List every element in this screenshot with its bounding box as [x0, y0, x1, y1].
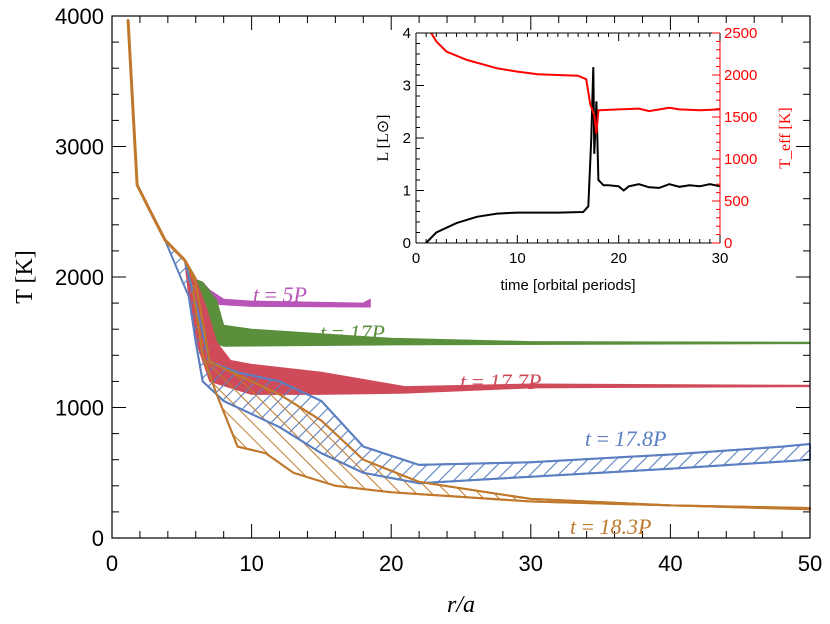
inset-background: [416, 33, 720, 243]
label-t17-8p: t = 17.8P: [585, 426, 667, 451]
inset-y-tick-label-right: 1000: [724, 151, 757, 168]
inset-x-tick-label: 20: [610, 250, 627, 267]
y-tick-label: 1000: [55, 396, 104, 421]
band-edge: [192, 289, 811, 511]
x-tick-label: 40: [658, 551, 682, 576]
y-tick-label: 4000: [55, 4, 104, 29]
inset-lines: [416, 33, 720, 243]
inset-y-label-left: L [L⊙]: [375, 114, 392, 161]
x-axis-label: r/a: [447, 592, 475, 618]
inset-y-tick-label-right: 0: [724, 235, 732, 252]
label-t18-3p: t = 18.3P: [570, 514, 652, 539]
inset-y-tick-label-right: 500: [724, 193, 749, 210]
inset-x-tick-label: 30: [712, 250, 729, 267]
inset-line-L: [416, 67, 720, 243]
y-tick-label: 3000: [55, 135, 104, 160]
inner-profile: [126, 19, 198, 281]
label-t17-7p: t = 17.7P: [460, 369, 542, 394]
x-tick-label: 10: [239, 551, 263, 576]
inset-y-tick-label: 1: [403, 183, 411, 200]
y-axis-label: T [K]: [12, 250, 38, 304]
x-tick-label: 20: [379, 551, 403, 576]
band-edge: [187, 296, 811, 485]
inset-y-tick-label: 2: [403, 130, 411, 147]
inset-x-tick-label: 10: [509, 250, 526, 267]
inset-y-tick-label: 3: [403, 78, 411, 95]
label-t5p: t = 5P: [253, 282, 307, 307]
band-edge: [194, 283, 811, 509]
inset-y-label-right: T_eff [K]: [777, 107, 794, 168]
inset-y-tick-label: 4: [403, 25, 411, 42]
inset-x-label: time [orbital periods]: [500, 277, 635, 294]
inset-line-Teff: [430, 33, 720, 134]
series-labels: t = 5P t = 17P t = 17.7P t = 17.8P t = 1…: [253, 282, 667, 539]
inset-y-tick-label-right: 1500: [724, 109, 757, 126]
inset-y-tick-label-right: 2500: [724, 25, 757, 42]
x-tick-label: 30: [519, 551, 543, 576]
band-t-5P: [127, 19, 371, 308]
x-tick-label: 50: [798, 551, 822, 576]
y-tick-label: 2000: [55, 265, 104, 290]
y-tick-label: 0: [92, 526, 104, 551]
label-t17p: t = 17P: [320, 320, 385, 345]
inset-x-tick-label: 0: [412, 250, 420, 267]
inset-y-tick-label-right: 2000: [724, 67, 757, 84]
x-tick-label: 0: [106, 551, 118, 576]
inset-y-tick-label: 0: [403, 235, 411, 252]
